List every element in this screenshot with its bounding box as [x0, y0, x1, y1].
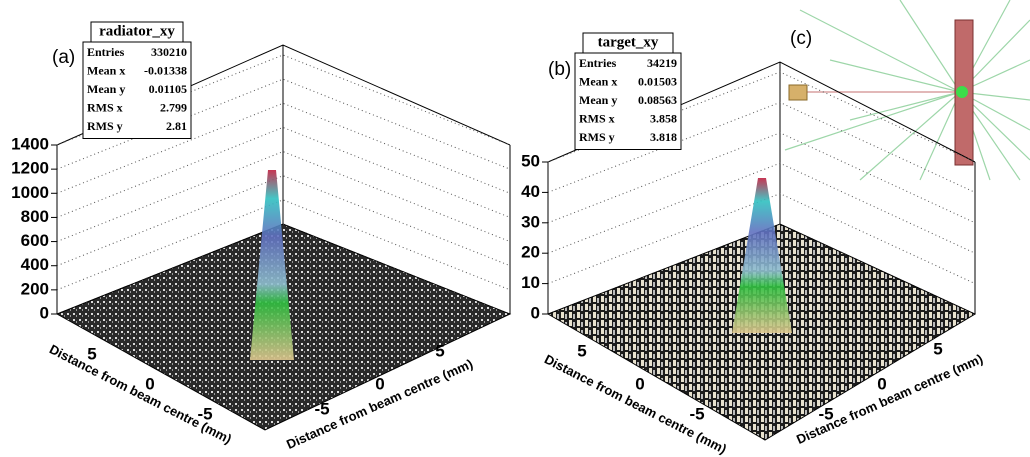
- panel-label: (b): [548, 59, 571, 80]
- y-tick-label: -5: [818, 404, 833, 423]
- stats-box: [574, 52, 682, 150]
- z-tick-label: 1400: [11, 134, 49, 153]
- grid-line: [547, 193, 976, 285]
- stats-name: Mean x: [87, 63, 125, 77]
- z-tick-label: 1200: [11, 159, 49, 178]
- y-tick-label: 0: [375, 374, 384, 393]
- y-tick-label: 5: [435, 341, 444, 360]
- stats-box: [82, 41, 192, 139]
- stats-value: 0.01105: [149, 82, 187, 96]
- z-tick-label: 0: [40, 303, 49, 322]
- stats-name: Entries: [579, 56, 617, 70]
- x-tick-label: -5: [197, 404, 212, 423]
- wall-frame: [547, 61, 976, 314]
- z-tick-label: 50: [521, 151, 540, 170]
- grid-line: [547, 71, 976, 163]
- stats-value: 3.858: [650, 111, 677, 125]
- stats-title: radiator_xy: [99, 23, 175, 39]
- z-tick-label: 40: [521, 182, 540, 201]
- z-tick-label: 1000: [11, 183, 49, 202]
- panel-label: (a): [52, 47, 75, 68]
- stats-value: 2.81: [166, 119, 187, 133]
- panel-label: (c): [790, 28, 812, 49]
- stats-name: Mean y: [579, 93, 617, 107]
- stats-name: RMS x: [579, 111, 615, 125]
- z-tick-label: 800: [21, 207, 49, 226]
- stats-value: 34219: [647, 56, 677, 70]
- stats-value: 0.08563: [638, 93, 677, 107]
- stats-name: Mean x: [579, 74, 617, 88]
- wall-frame: [56, 44, 511, 314]
- z-tick-label: 20: [521, 243, 540, 262]
- grid-line: [547, 101, 976, 193]
- y-tick-label: 0: [877, 374, 886, 393]
- x-tick-label: 0: [635, 374, 644, 393]
- peak: [732, 178, 792, 333]
- x-tick-label: 0: [145, 374, 154, 393]
- stats-value: 330210: [151, 45, 187, 59]
- grid-line: [547, 132, 976, 224]
- stats-title: target_xy: [598, 34, 659, 50]
- y-tick-label: -5: [314, 399, 329, 418]
- z-tick-label: 400: [21, 255, 49, 274]
- stats-name: RMS x: [87, 100, 123, 114]
- panel-c-image: [775, 0, 1030, 181]
- stats-name: Mean y: [87, 82, 125, 96]
- stats-name: RMS y: [87, 119, 123, 133]
- peak: [250, 170, 294, 360]
- stats-value: -0.01338: [144, 63, 187, 77]
- stats-value: 2.799: [160, 100, 187, 114]
- stats-name: Entries: [87, 45, 125, 59]
- stats-value: 3.818: [650, 130, 677, 144]
- z-tick-label: 0: [531, 303, 540, 322]
- stats-value: 0.01503: [638, 74, 677, 88]
- y-tick-label: 5: [933, 339, 942, 358]
- x-tick-label: 5: [577, 341, 586, 360]
- grid-line: [547, 162, 976, 254]
- x-tick-label: -5: [689, 404, 704, 423]
- z-tick-label: 30: [521, 212, 540, 231]
- z-tick-label: 200: [21, 279, 49, 298]
- stats-name: RMS y: [579, 130, 615, 144]
- x-tick-label: 5: [87, 344, 96, 363]
- z-tick-label: 600: [21, 231, 49, 250]
- panel-c-label-box: [785, 25, 825, 53]
- z-tick-label: 10: [521, 273, 540, 292]
